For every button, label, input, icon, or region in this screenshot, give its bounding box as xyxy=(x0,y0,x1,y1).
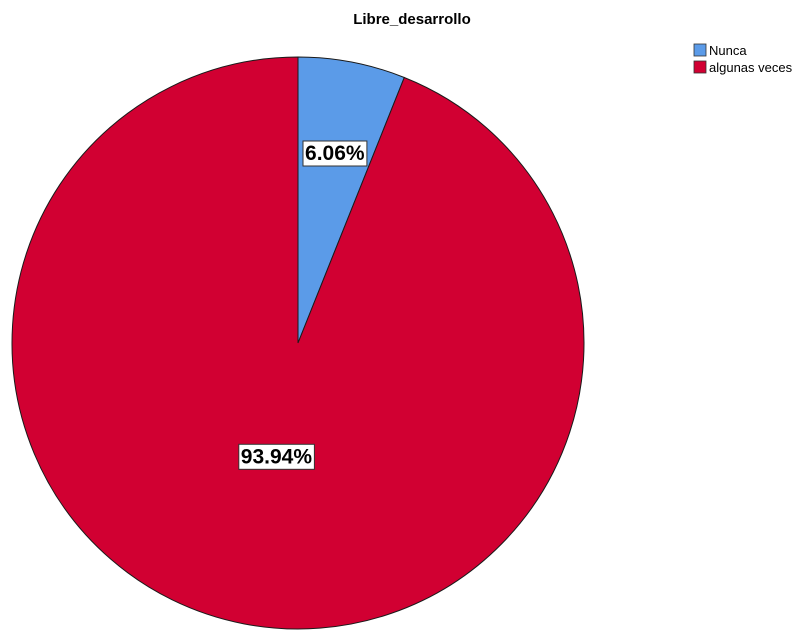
data-label-text: 93.94% xyxy=(241,445,313,468)
legend-label-nunca: Nunca xyxy=(709,43,747,58)
data-label-nunca: 6.06% xyxy=(302,140,368,167)
data-label-box xyxy=(302,140,368,167)
legend-swatch-algunas-veces xyxy=(693,60,707,74)
legend: Nunca algunas veces xyxy=(693,43,793,75)
data-label-box xyxy=(238,443,315,470)
data-label-text: 6.06% xyxy=(305,142,365,165)
legend-label-algunas-veces: algunas veces xyxy=(709,60,793,75)
data-label-algunas-veces: 93.94% xyxy=(238,443,315,470)
data-labels: 6.06% 93.94% xyxy=(238,140,368,470)
chart-title: Libre_desarrollo xyxy=(353,11,471,28)
legend-swatch-nunca xyxy=(693,43,707,57)
pie-slices xyxy=(11,56,585,630)
pie-slice-algunas-veces xyxy=(11,56,585,630)
